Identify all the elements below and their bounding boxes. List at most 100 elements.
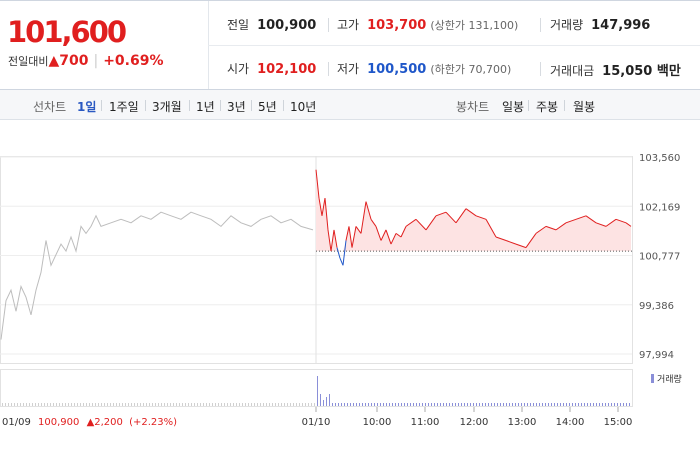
today-segment bbox=[370, 219, 377, 227]
volume-legend: 거래량 bbox=[657, 373, 682, 385]
volume-bar bbox=[302, 403, 303, 406]
volume-bar bbox=[374, 403, 375, 406]
volume-bar bbox=[428, 403, 429, 406]
today-segment bbox=[495, 236, 507, 241]
volume-bar bbox=[152, 403, 153, 406]
today-segment bbox=[605, 218, 617, 227]
volume-bar bbox=[296, 403, 297, 406]
volume-bar bbox=[191, 403, 192, 406]
today-segment bbox=[348, 226, 353, 248]
volume-bar bbox=[233, 403, 234, 406]
volume-bar bbox=[119, 403, 120, 406]
volume-bar bbox=[620, 403, 621, 406]
volume-bar bbox=[59, 403, 60, 406]
volume-bar bbox=[71, 403, 72, 406]
volume-bar bbox=[266, 403, 267, 406]
volume-bar bbox=[143, 403, 144, 406]
volume-bar bbox=[503, 403, 504, 406]
volume-bar bbox=[20, 403, 21, 406]
intraday-chart: 103,560 102,169 100,777 99,386 97,994 거래량 01… bbox=[0, 153, 682, 428]
stat-amount: 거래대금 15,050 백만 bbox=[550, 60, 681, 79]
today-segment bbox=[390, 233, 397, 245]
volume-bar bbox=[485, 403, 486, 406]
tab-3month[interactable]: 3개월 bbox=[152, 100, 182, 114]
volume-bar bbox=[179, 403, 180, 406]
volume-bar bbox=[77, 403, 78, 406]
volume-bar bbox=[533, 403, 534, 406]
today-segment bbox=[315, 169, 320, 199]
today-segment bbox=[615, 218, 627, 224]
volume-bar bbox=[371, 403, 372, 406]
tab-10year[interactable]: 10년 bbox=[290, 100, 317, 114]
volume-bar bbox=[155, 403, 156, 406]
tab-1year[interactable]: 1년 bbox=[196, 100, 215, 114]
tab-daily-candle[interactable]: 일봉 bbox=[502, 100, 525, 114]
stat-label: 고가 bbox=[337, 18, 360, 32]
volume-bar bbox=[26, 403, 27, 406]
volume-bar bbox=[497, 403, 498, 406]
today-segment bbox=[395, 232, 402, 238]
stat-sub: (하한가 70,700) bbox=[430, 63, 512, 76]
volume-bar bbox=[17, 403, 18, 406]
x-tick-label: 10:00 bbox=[363, 417, 392, 428]
x-tick-label: 01/10 bbox=[302, 417, 331, 428]
today-segment bbox=[505, 240, 517, 245]
volume-bar bbox=[389, 403, 390, 406]
chart-period-tabs: 선차트 1일 1주일 3개월 1년 3년 5년 10년 봉차트 일봉 주봉 월봉 bbox=[0, 90, 700, 120]
today-segment bbox=[475, 215, 487, 220]
volume-bar bbox=[581, 403, 582, 406]
volume-bar bbox=[11, 403, 12, 406]
volume-bar bbox=[320, 394, 321, 406]
prev-day-close: 100,900 bbox=[38, 417, 79, 428]
volume-bar bbox=[569, 403, 570, 406]
volume-bar bbox=[596, 403, 597, 406]
today-segment bbox=[435, 211, 447, 217]
volume-bar bbox=[227, 403, 228, 406]
tab-1week[interactable]: 1주일 bbox=[109, 100, 139, 114]
volume-bar bbox=[185, 403, 186, 406]
today-segment bbox=[525, 233, 537, 248]
volume-bar bbox=[365, 403, 366, 406]
tab-separator bbox=[283, 100, 284, 111]
tab-5year[interactable]: 5년 bbox=[258, 100, 277, 114]
volume-bar bbox=[611, 403, 612, 406]
stat-label: 전일 bbox=[227, 18, 250, 32]
volume-bar bbox=[275, 403, 276, 406]
today-segment bbox=[324, 198, 329, 230]
volume-bar bbox=[254, 403, 255, 406]
volume-bar bbox=[470, 403, 471, 406]
tab-weekly-candle[interactable]: 주봉 bbox=[536, 100, 559, 114]
stat-volume: 거래량 147,996 bbox=[550, 16, 650, 33]
volume-bar bbox=[92, 403, 93, 406]
today-segment bbox=[380, 229, 387, 241]
volume-bar bbox=[317, 376, 318, 406]
volume-bar bbox=[269, 403, 270, 406]
volume-bar bbox=[425, 403, 426, 406]
line-chart-label: 선차트 bbox=[33, 100, 67, 114]
volume-bar bbox=[509, 403, 510, 406]
tab-monthly-candle[interactable]: 월봉 bbox=[573, 100, 596, 114]
stat-value: 100,500 bbox=[367, 62, 427, 77]
tab-3year[interactable]: 3년 bbox=[227, 100, 246, 114]
volume-bar bbox=[74, 403, 75, 406]
volume-bar bbox=[626, 403, 627, 406]
tab-1day[interactable]: 1일 bbox=[77, 100, 97, 114]
volume-bar bbox=[617, 403, 618, 406]
current-price-panel: 101,600 전일대비▲700 | +0.69% bbox=[0, 1, 209, 89]
volume-bar bbox=[605, 403, 606, 406]
volume-bar bbox=[437, 403, 438, 406]
volume-bar bbox=[359, 403, 360, 406]
volume-bar bbox=[35, 403, 36, 406]
volume-bar bbox=[41, 403, 42, 406]
volume-bar bbox=[446, 403, 447, 406]
volume-bar bbox=[230, 403, 231, 406]
volume-bar bbox=[161, 403, 162, 406]
today-segment bbox=[485, 219, 497, 238]
volume-bar bbox=[404, 403, 405, 406]
volume-bar bbox=[2, 403, 3, 406]
today-segment bbox=[555, 222, 567, 231]
today-segment bbox=[515, 243, 527, 249]
volume-frame bbox=[0, 369, 633, 407]
volume-bar bbox=[464, 403, 465, 406]
today-segment bbox=[595, 222, 607, 227]
